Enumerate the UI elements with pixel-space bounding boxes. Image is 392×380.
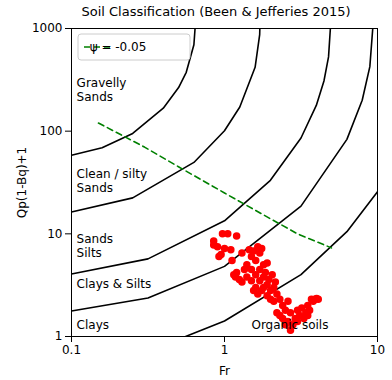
svg-text:GravellySands: GravellySands: [77, 76, 127, 104]
html-text:Soil Classification (Been & Je: Soil Classification (Been & Jefferies 20…: [81, 4, 351, 19]
svg-text:Clays & Silts: Clays & Silts: [77, 277, 152, 291]
svg-text:Qp(1-Bq)+1: Qp(1-Bq)+1: [15, 147, 29, 219]
svg-text:SandsSilts: SandsSilts: [77, 232, 113, 260]
svg-text:10: 10: [370, 343, 385, 357]
svg-text:Clean / siltySands: Clean / siltySands: [77, 167, 147, 195]
svg-text:ψ = -0.05: ψ = -0.05: [90, 40, 147, 54]
svg-text:100: 100: [40, 124, 63, 138]
svg-text:1000: 1000: [32, 22, 63, 35]
svg-text:Fr: Fr: [219, 364, 230, 378]
svg-text:10: 10: [47, 227, 62, 241]
svg-text:1: 1: [55, 329, 63, 343]
svg-text:1: 1: [221, 343, 229, 357]
svg-text:Organic soils: Organic soils: [251, 318, 328, 332]
svg-text:Clays: Clays: [77, 318, 109, 332]
svg-text:0.1: 0.1: [62, 343, 81, 357]
